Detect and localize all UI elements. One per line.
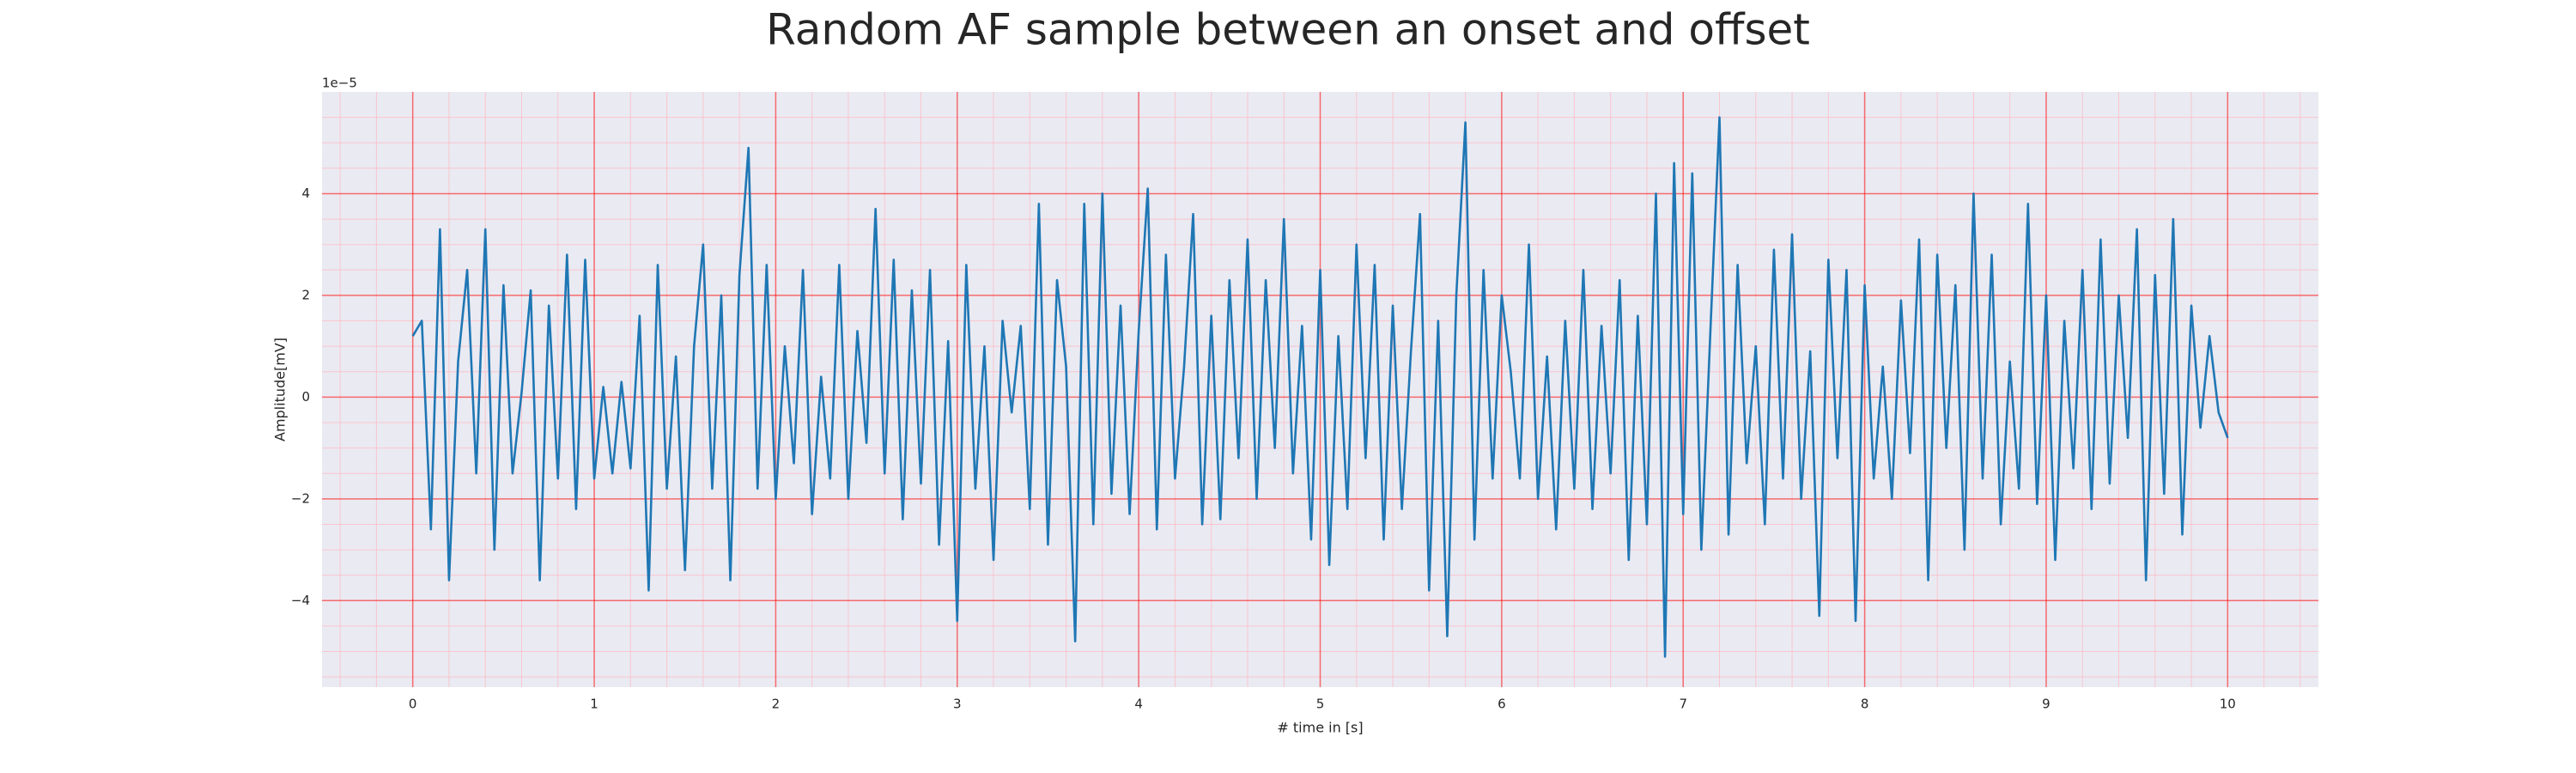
x-axis-label: # time in [s] [1277,720,1363,736]
x-tick-label: 8 [1861,697,1869,712]
x-tick-label: 7 [1679,697,1687,712]
signal-line [411,116,2229,658]
y-axis-label: Amplitude[mV] [272,338,289,441]
y-tick-label: 2 [301,287,310,302]
x-tick-label: 0 [409,697,417,712]
chart-title: Random AF sample between an onset and of… [766,5,1810,55]
x-tick-label: 2 [772,697,781,712]
x-tick-label: 9 [2042,697,2050,712]
x-tick-label: 5 [1316,697,1325,712]
x-tick-label: 3 [953,697,962,712]
y-offset-label: 1e−5 [322,76,357,91]
x-tick-label: 1 [590,697,598,712]
y-tick-label: −4 [291,593,310,608]
x-tick-label: 4 [1134,697,1143,712]
y-tick-label: −2 [291,490,310,506]
x-tick-label: 10 [2220,697,2236,712]
y-tick-label: 0 [301,389,310,405]
y-tick-label: 4 [301,186,310,201]
x-tick-label: 6 [1498,697,1506,712]
